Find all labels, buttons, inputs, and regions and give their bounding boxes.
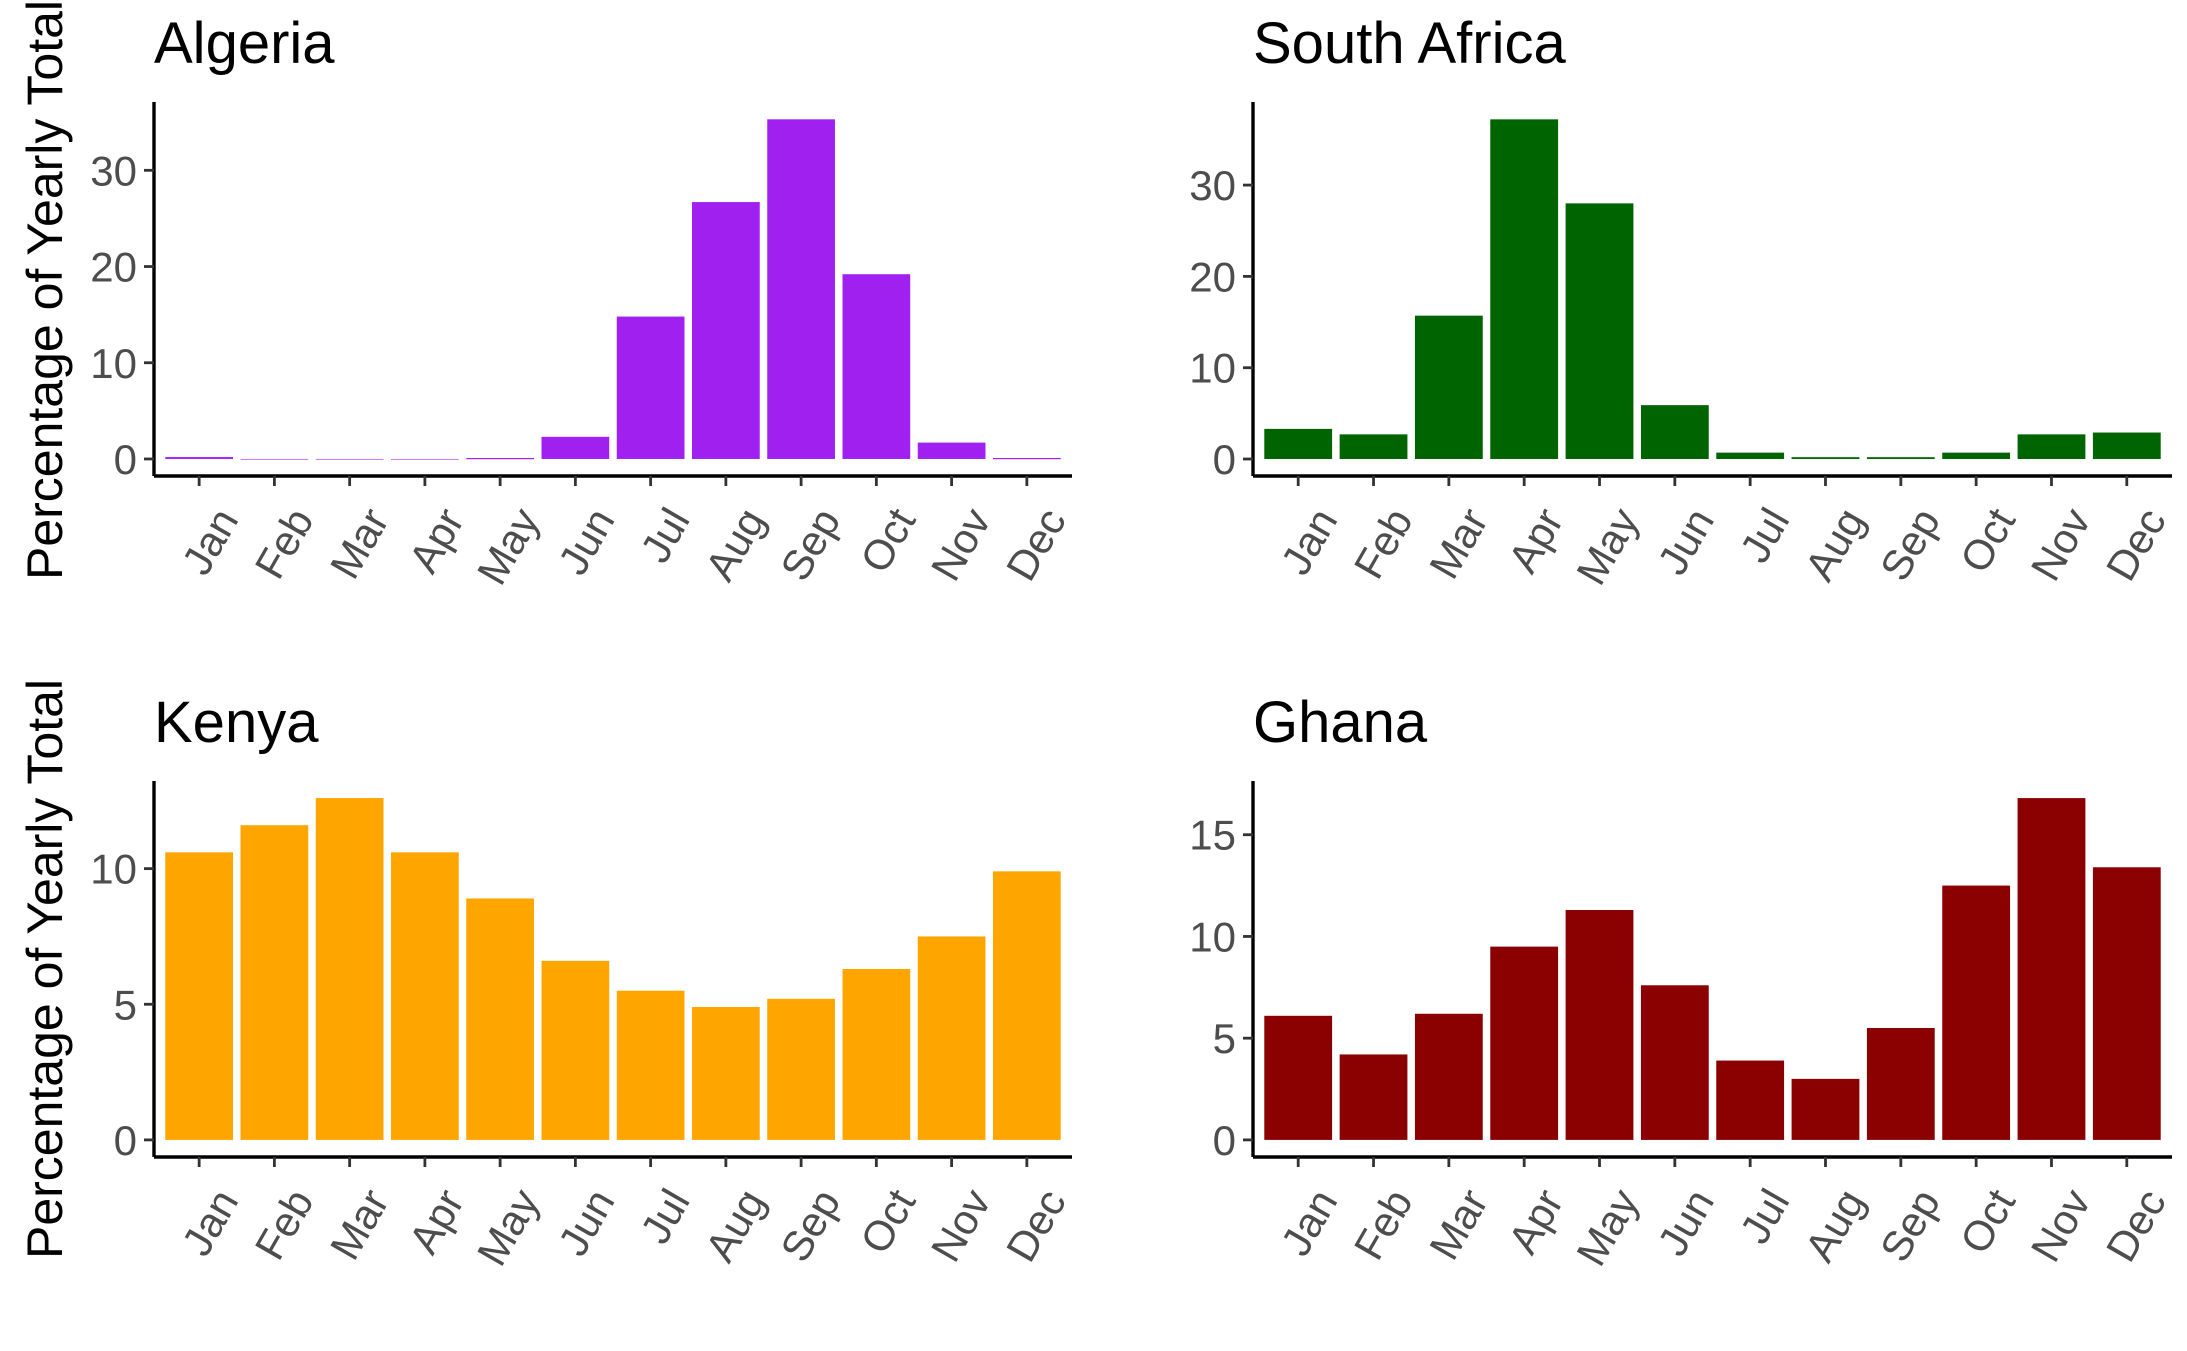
bar-jan	[165, 457, 234, 459]
y-tick-label: 20	[90, 244, 137, 291]
y-axis-label: Percentage of Yearly Total	[17, 0, 73, 580]
y-tick-label: 15	[1189, 812, 1236, 859]
bar-jun	[1640, 405, 1709, 460]
bar-feb	[1339, 434, 1408, 460]
y-tick-label: 20	[1189, 253, 1236, 300]
bar-oct	[842, 969, 911, 1140]
bar-aug	[1791, 1078, 1860, 1140]
bar-jul	[616, 316, 685, 459]
y-tick-label: 30	[90, 147, 137, 194]
bar-apr	[391, 852, 459, 1140]
bar-dec	[992, 871, 1061, 1140]
bar-feb	[1339, 1054, 1408, 1140]
y-tick-label: 10	[1189, 345, 1236, 392]
bar-apr	[391, 458, 459, 460]
y-tick-label: 0	[114, 436, 137, 483]
bar-dec	[2092, 867, 2161, 1140]
bar-jan	[1264, 428, 1333, 460]
y-axis-label: Percentage of Yearly Total	[17, 679, 73, 1259]
bar-apr	[1490, 119, 1559, 460]
bar-aug	[692, 202, 760, 459]
bar-aug	[692, 1006, 760, 1140]
bar-jul	[1716, 452, 1785, 460]
bar-may	[1565, 910, 1634, 1140]
bar-may	[1565, 203, 1634, 460]
bar-feb	[240, 825, 309, 1140]
bar-jan	[1264, 1015, 1333, 1140]
bar-feb	[240, 458, 309, 460]
bar-mar	[315, 798, 384, 1140]
bar-oct	[1942, 885, 2011, 1140]
y-tick-label: 10	[90, 340, 137, 387]
y-tick-label: 10	[90, 846, 137, 893]
bar-oct	[1942, 452, 2011, 460]
bar-jul	[616, 990, 685, 1140]
bar-sep	[1866, 1028, 1935, 1140]
bar-may	[466, 458, 534, 460]
y-tick-label: 5	[114, 981, 137, 1028]
panel-title: South Africa	[1253, 11, 1566, 76]
bar-jun	[541, 436, 610, 459]
panel-title: Algeria	[154, 11, 335, 76]
bar-nov	[2017, 434, 2086, 460]
y-tick-label: 0	[1213, 436, 1236, 483]
bar-nov	[2017, 798, 2086, 1140]
bar-aug	[1791, 457, 1860, 460]
bar-sep	[767, 119, 835, 459]
bar-may	[466, 898, 534, 1140]
y-tick-label: 0	[1213, 1117, 1236, 1164]
bar-dec	[2092, 432, 2161, 460]
y-tick-label: 10	[1189, 913, 1236, 960]
bar-mar	[315, 458, 384, 460]
bar-sep	[767, 998, 835, 1140]
y-tick-label: 30	[1189, 162, 1236, 209]
bar-nov	[917, 936, 986, 1140]
bar-jun	[1640, 985, 1709, 1140]
bar-dec	[992, 458, 1061, 460]
panel-title: Kenya	[154, 690, 319, 755]
bar-apr	[1490, 946, 1559, 1140]
bar-jan	[165, 852, 234, 1140]
bar-jun	[541, 960, 610, 1140]
bar-sep	[1866, 457, 1935, 460]
bar-nov	[917, 442, 986, 459]
bar-mar	[1414, 1013, 1483, 1140]
bar-jul	[1716, 1060, 1785, 1140]
y-tick-label: 0	[114, 1117, 137, 1164]
panel-title: Ghana	[1253, 690, 1428, 755]
bar-oct	[842, 274, 911, 459]
bar-mar	[1414, 315, 1483, 460]
y-tick-label: 5	[1213, 1015, 1236, 1062]
